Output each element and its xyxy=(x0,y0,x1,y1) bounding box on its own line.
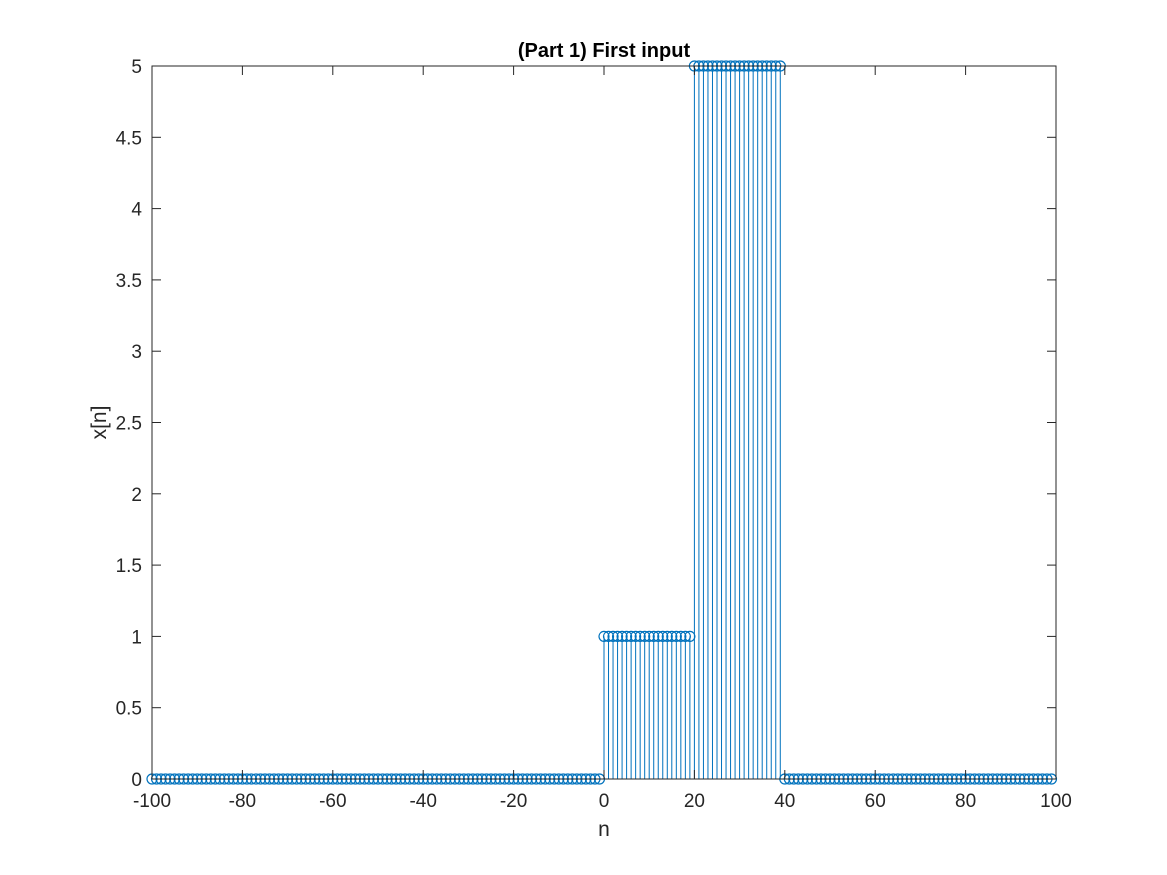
stem-marker xyxy=(634,630,646,643)
x-axis-ticks: -100 -80 -60 -40 -20 0 20 40 60 80 100 xyxy=(133,66,1072,812)
y-tick-label: 0.5 xyxy=(116,699,142,720)
y-tick-label: 1 xyxy=(131,627,142,648)
y-tick-label: 0 xyxy=(131,770,142,791)
stem-marker xyxy=(684,630,696,643)
stem-marker xyxy=(607,630,619,643)
x-tick-label: -20 xyxy=(500,791,527,812)
x-axis-label: n xyxy=(598,818,610,841)
x-tick-label: 0 xyxy=(599,791,610,812)
y-tick-label: 4.5 xyxy=(116,128,142,149)
stem-marker xyxy=(648,630,660,643)
stem-marker xyxy=(611,630,624,643)
stem-marker xyxy=(625,630,637,643)
x-tick-label: 20 xyxy=(684,791,705,812)
stem-marker xyxy=(652,630,664,643)
y-axis-ticks: 0 0.5 1 1.5 2 2.5 3 3.5 4 4.5 5 xyxy=(116,57,1056,791)
stem-marker xyxy=(643,630,655,643)
x-tick-label: -80 xyxy=(229,791,256,812)
stem-marker xyxy=(616,630,628,643)
y-tick-label: 3.5 xyxy=(116,271,142,292)
stem-marker xyxy=(639,630,651,643)
y-axis-label: x[n] xyxy=(88,406,111,440)
y-tick-label: 2 xyxy=(131,485,142,506)
stem-marker xyxy=(630,630,642,643)
stem-marker xyxy=(602,630,615,643)
y-tick-label: 3 xyxy=(131,342,142,363)
x-tick-label: 100 xyxy=(1040,791,1072,812)
x-tick-label: 60 xyxy=(865,791,886,812)
y-tick-label: 2.5 xyxy=(116,414,142,435)
x-tick-label: -100 xyxy=(133,791,171,812)
y-tick-label: 5 xyxy=(131,57,142,78)
y-tick-label: 4 xyxy=(131,200,142,221)
stem-marker xyxy=(670,630,682,643)
stem-marker xyxy=(657,630,669,643)
chart-title: (Part 1) First input xyxy=(518,40,691,62)
stem-lines xyxy=(603,66,781,779)
stem-marker xyxy=(666,630,678,643)
stem-marker xyxy=(620,630,633,643)
stem-marker xyxy=(675,630,687,643)
stem-marker xyxy=(598,630,610,643)
stem-marker xyxy=(679,630,691,643)
y-tick-label: 1.5 xyxy=(116,556,142,577)
stem-marker xyxy=(661,630,673,643)
x-tick-label: -60 xyxy=(319,791,346,812)
x-tick-label: -40 xyxy=(409,791,436,812)
x-tick-label: 80 xyxy=(955,791,976,812)
x-tick-label: 40 xyxy=(774,791,795,812)
